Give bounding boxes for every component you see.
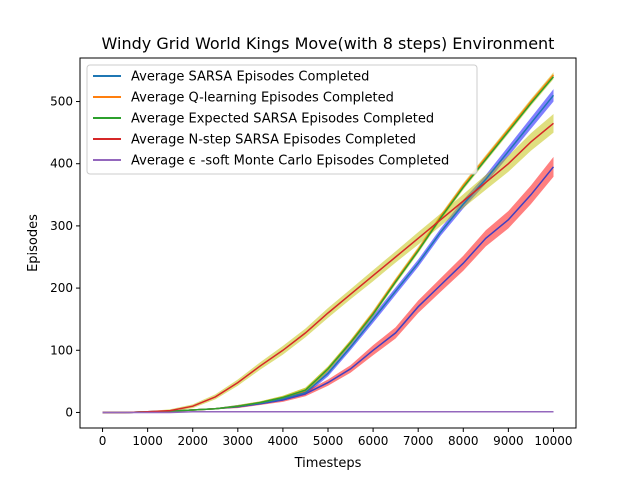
x-tick-label: 7000 <box>403 434 434 448</box>
x-tick-label: 8000 <box>448 434 479 448</box>
y-tick-label: 0 <box>65 405 73 419</box>
y-tick-label: 200 <box>50 281 73 295</box>
x-tick-label: 6000 <box>358 434 389 448</box>
series-lines <box>102 74 555 414</box>
x-tick-label: 9000 <box>493 434 524 448</box>
y-tick-label: 100 <box>50 343 73 357</box>
series-line-4 <box>102 411 554 414</box>
x-tick-label: 1000 <box>132 434 163 448</box>
legend-box <box>86 64 478 175</box>
x-tick-label: 3000 <box>223 434 254 448</box>
x-tick-label: 0 <box>99 434 107 448</box>
y-tick-label: 400 <box>50 157 73 171</box>
x-tick-label: 5000 <box>313 434 344 448</box>
chart-title: Windy Grid World Kings Move(with 8 steps… <box>102 34 555 53</box>
legend-label-3: Average N-step SARSA Episodes Completed <box>131 133 416 148</box>
x-tick-label: 4000 <box>268 434 299 448</box>
legend: Average SARSA Episodes Completed Average … <box>86 64 478 175</box>
x-tick-label: 2000 <box>177 434 208 448</box>
legend-label-0: Average SARSA Episodes Completed <box>131 70 369 85</box>
legend-label-1: Average Q-learning Episodes Completed <box>131 91 394 106</box>
legend-label-4: Average ϵ -soft Monte Carlo Episodes Com… <box>131 154 449 169</box>
legend-label-2: Average Expected SARSA Episodes Complete… <box>131 112 434 127</box>
x-axis-label: Timesteps <box>294 456 362 471</box>
series-line-2 <box>102 76 555 414</box>
series-line-3 <box>102 122 554 414</box>
y-tick-label: 300 <box>50 219 73 233</box>
y-axis-label: Episodes <box>26 214 41 272</box>
y-tick-label: 500 <box>50 95 73 109</box>
y-axis-ticks: 0 100 200 300 400 500 <box>50 95 80 419</box>
x-axis-ticks: 0 1000 2000 3000 4000 5000 6000 7000 8000 9000 100… <box>99 428 573 448</box>
x-tick-label: 10000 <box>534 434 572 448</box>
